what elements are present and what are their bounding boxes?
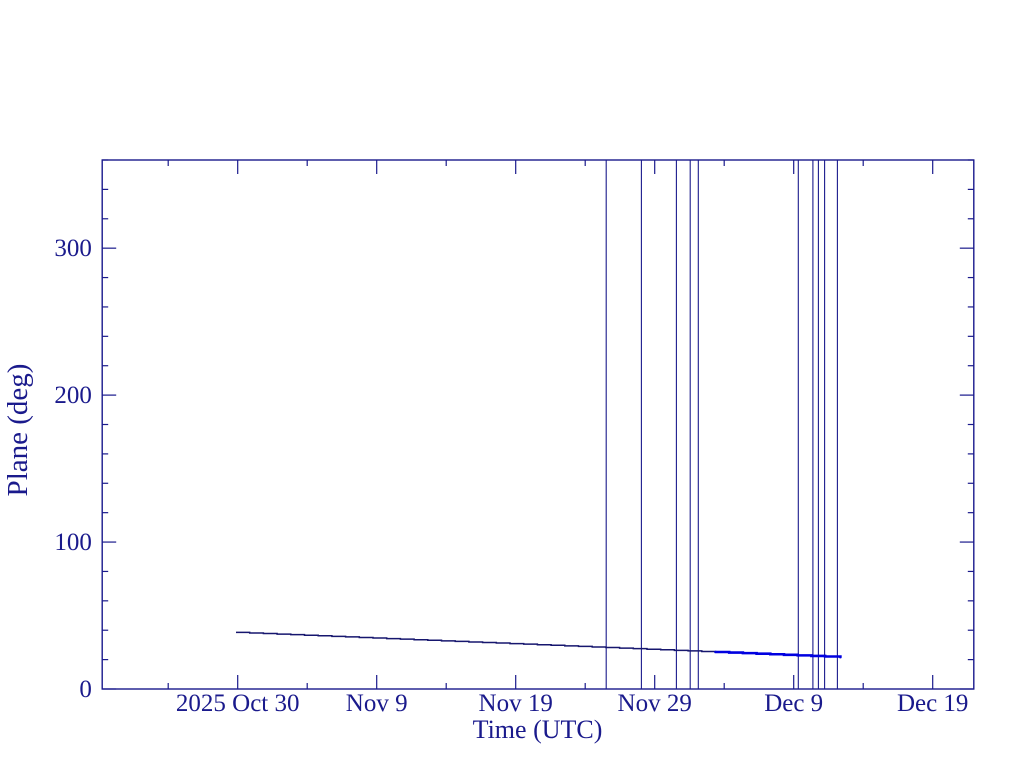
svg-text:Dec 19: Dec 19 [897, 690, 969, 717]
svg-text:Nov 29: Nov 29 [618, 690, 692, 717]
svg-text:200: 200 [54, 382, 92, 409]
svg-text:0: 0 [79, 676, 92, 703]
svg-text:100: 100 [54, 529, 92, 556]
svg-text:Dec 9: Dec 9 [764, 690, 823, 717]
svg-text:Time (UTC): Time (UTC) [473, 715, 603, 744]
svg-text:Plane (deg): Plane (deg) [2, 364, 34, 497]
svg-text:300: 300 [54, 235, 92, 262]
svg-text:2025 Oct 30: 2025 Oct 30 [176, 690, 300, 717]
svg-text:Nov 19: Nov 19 [479, 690, 553, 717]
svg-text:Nov 9: Nov 9 [346, 690, 408, 717]
